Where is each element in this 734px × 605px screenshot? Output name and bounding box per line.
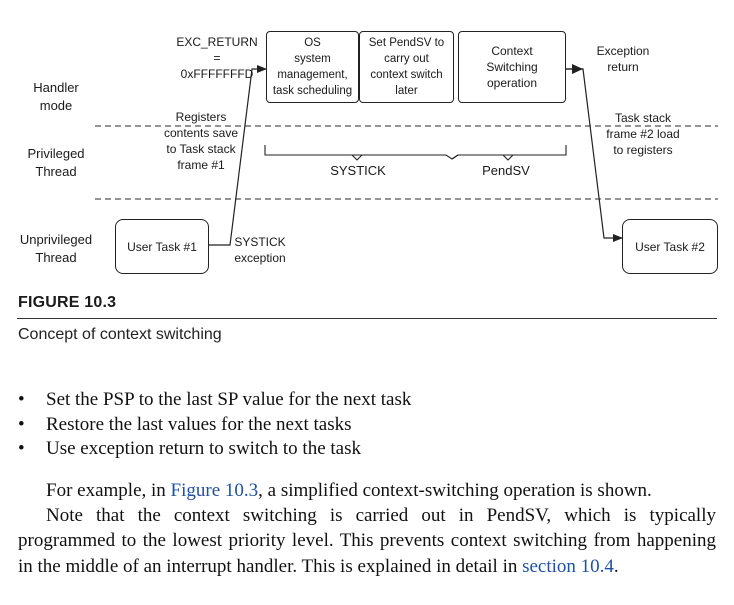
context-switching-diagram: Handler mode Privileged Thread Unprivile… — [0, 0, 734, 285]
figure-label: FIGURE 10.3 — [18, 294, 117, 311]
registers-save-label: Registers contents save to Task stack fr… — [163, 110, 239, 172]
pendsv-brace-label: PendSV — [482, 163, 530, 178]
systick-brace-label: SYSTICK — [330, 163, 386, 178]
bullet-dot: • — [18, 389, 25, 410]
para-line1-pre: For example, in — [46, 480, 171, 501]
figure-caption: Concept of context switching — [18, 326, 222, 343]
row-label-unprivileged-thread: Unprivileged Thread — [19, 232, 93, 265]
bullet-text: Restore the last values for the next tas… — [46, 413, 352, 435]
section-10-4-link[interactable]: section 10.4 — [522, 555, 614, 577]
bullet-list: • Set the PSP to the last SP value for th… — [18, 388, 411, 462]
list-item: • Restore the last values for the next ta… — [18, 413, 411, 438]
para-line1-post: , a simplified context-switching operati… — [258, 480, 652, 501]
body-paragraph: For example, in Figure 10.3, a simplifie… — [18, 478, 716, 579]
figure-rule — [17, 318, 717, 319]
systick-exception-label: SYSTICK exception — [234, 235, 286, 265]
pendsv-brace — [451, 145, 567, 160]
systick-brace-mid — [351, 154, 363, 161]
pendsv-brace-mid — [502, 154, 514, 161]
context-switching-box: Context Switching operation — [458, 31, 566, 103]
list-item: • Use exception return to switch to the t… — [18, 437, 411, 462]
bullet-text: Set the PSP to the last SP value for the… — [46, 389, 412, 410]
bullet-text: Use exception return to switch to the ta… — [46, 438, 362, 459]
user-task-2-box: User Task #2 — [622, 219, 718, 274]
os-task-scheduling-box: OS system management, task scheduling — [266, 31, 359, 103]
exception-return-arrowhead — [572, 64, 583, 74]
bullet-dot: • — [18, 413, 25, 435]
set-pendsv-box: Set PendSV to carry out context switch l… — [359, 31, 454, 103]
systick-brace — [264, 145, 459, 160]
user-task-1-box: User Task #1 — [115, 219, 209, 274]
systick-entry-arrow — [209, 65, 267, 246]
exception-return-label: Exception return — [596, 44, 650, 74]
task-stack-load-label: Task stack frame #2 load to registers — [606, 111, 680, 157]
row-label-handler-mode: Handler mode — [33, 80, 79, 113]
para-line2-post: . — [613, 555, 619, 577]
figure-10-3-link[interactable]: Figure 10.3 — [170, 480, 259, 501]
row-label-privileged-thread: Privileged Thread — [27, 146, 85, 179]
diagram-lines — [95, 64, 718, 246]
exc-return-label: EXC_RETURN = 0xFFFFFFFD — [176, 35, 258, 81]
para-line2-pre: Note that the context switching is carri… — [18, 505, 716, 577]
list-item: • Set the PSP to the last SP value for th… — [18, 388, 411, 413]
bullet-dot: • — [18, 438, 25, 459]
